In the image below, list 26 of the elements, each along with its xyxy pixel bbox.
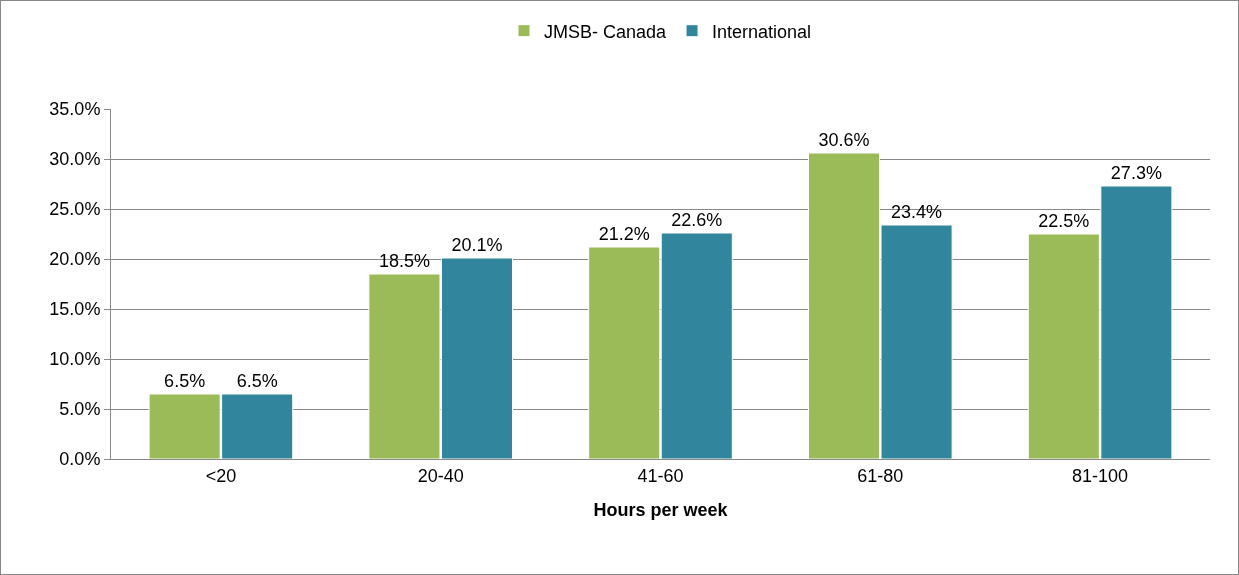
legend-label: JMSB- Canada — [544, 21, 668, 42]
data-label: 22.5% — [1038, 211, 1090, 231]
data-label: 30.6% — [818, 130, 870, 150]
y-tick-label: 15.0% — [49, 299, 101, 320]
data-label: 22.6% — [671, 210, 723, 230]
data-label: 23.4% — [891, 202, 943, 222]
data-label: 6.5% — [164, 371, 206, 391]
x-tick-label: <20 — [205, 465, 237, 486]
data-label: 18.5% — [378, 251, 430, 271]
y-tick-label: 5.0% — [59, 399, 101, 420]
data-label: 20.1% — [451, 235, 503, 255]
data-label: 6.5% — [236, 371, 278, 391]
y-tick-label: 10.0% — [49, 349, 101, 370]
x-axis-title: Hours per week — [593, 499, 729, 520]
y-tick-label: 35.0% — [49, 99, 101, 120]
legend-label: International — [712, 21, 812, 42]
y-tick-label: 30.0% — [49, 149, 101, 170]
y-tick-label: 0.0% — [59, 449, 101, 470]
x-tick-label: 20-40 — [417, 465, 464, 486]
x-tick-label: 41-60 — [637, 465, 684, 486]
y-tick-label: 20.0% — [49, 249, 101, 270]
x-tick-label: 61-80 — [857, 465, 904, 486]
data-label: 27.3% — [1110, 163, 1162, 183]
data-label: 21.2% — [598, 224, 650, 244]
y-tick-label: 25.0% — [49, 199, 101, 220]
x-tick-label: 81-100 — [1072, 465, 1129, 486]
